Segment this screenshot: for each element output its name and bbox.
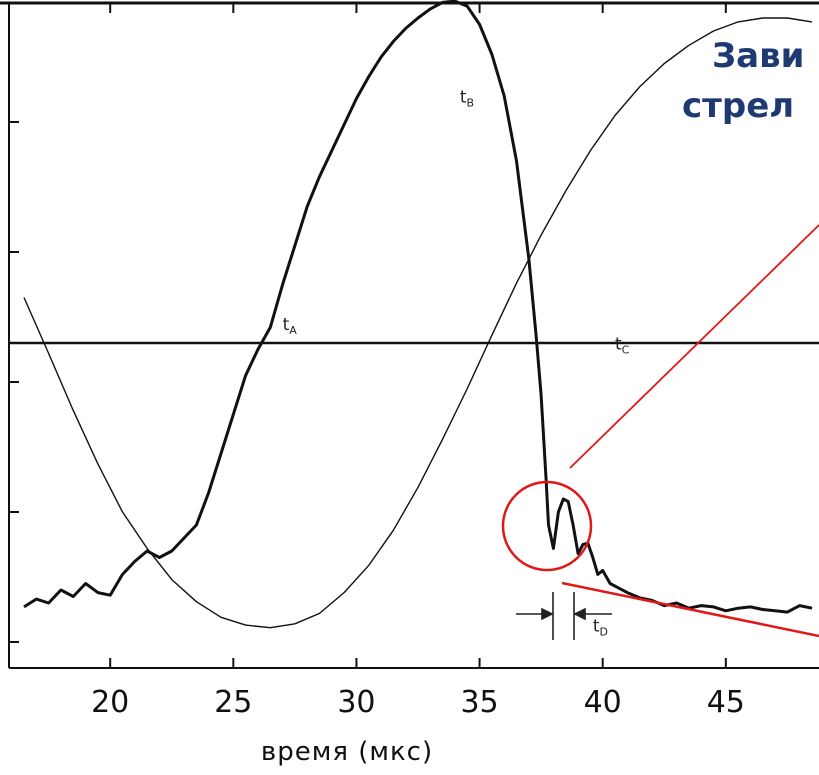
x-tick-label: 40 [584, 685, 622, 720]
annotation-tb: tB [460, 88, 474, 110]
x-tick-label: 20 [91, 685, 129, 720]
overlay-title-line1: Зави [712, 36, 804, 76]
zoom-line-upper [569, 224, 819, 469]
x-ticks [109, 3, 727, 668]
annotations: tA tB tC tD [283, 88, 630, 639]
x-tick-label: 45 [707, 685, 745, 720]
x-tick-label: 25 [214, 685, 252, 720]
td-marker [516, 592, 612, 640]
highlight-circle [501, 480, 593, 572]
zoom-line-lower [561, 581, 819, 638]
annotation-td: tD [593, 617, 608, 639]
series-thin-line [23, 17, 813, 629]
annotation-tc: tC [615, 335, 630, 357]
td-right-arrowhead [573, 607, 586, 621]
overlay-title-line2: стрел [682, 86, 794, 126]
x-tick-labels: 20 25 30 35 40 45 [91, 685, 745, 720]
x-tick-label: 35 [460, 685, 498, 720]
y-ticks [9, 121, 19, 643]
td-left-arrowhead [541, 607, 554, 621]
x-tick-label: 30 [337, 685, 375, 720]
annotation-ta: tA [283, 315, 298, 337]
x-axis-label: время (мкс) [261, 737, 433, 767]
